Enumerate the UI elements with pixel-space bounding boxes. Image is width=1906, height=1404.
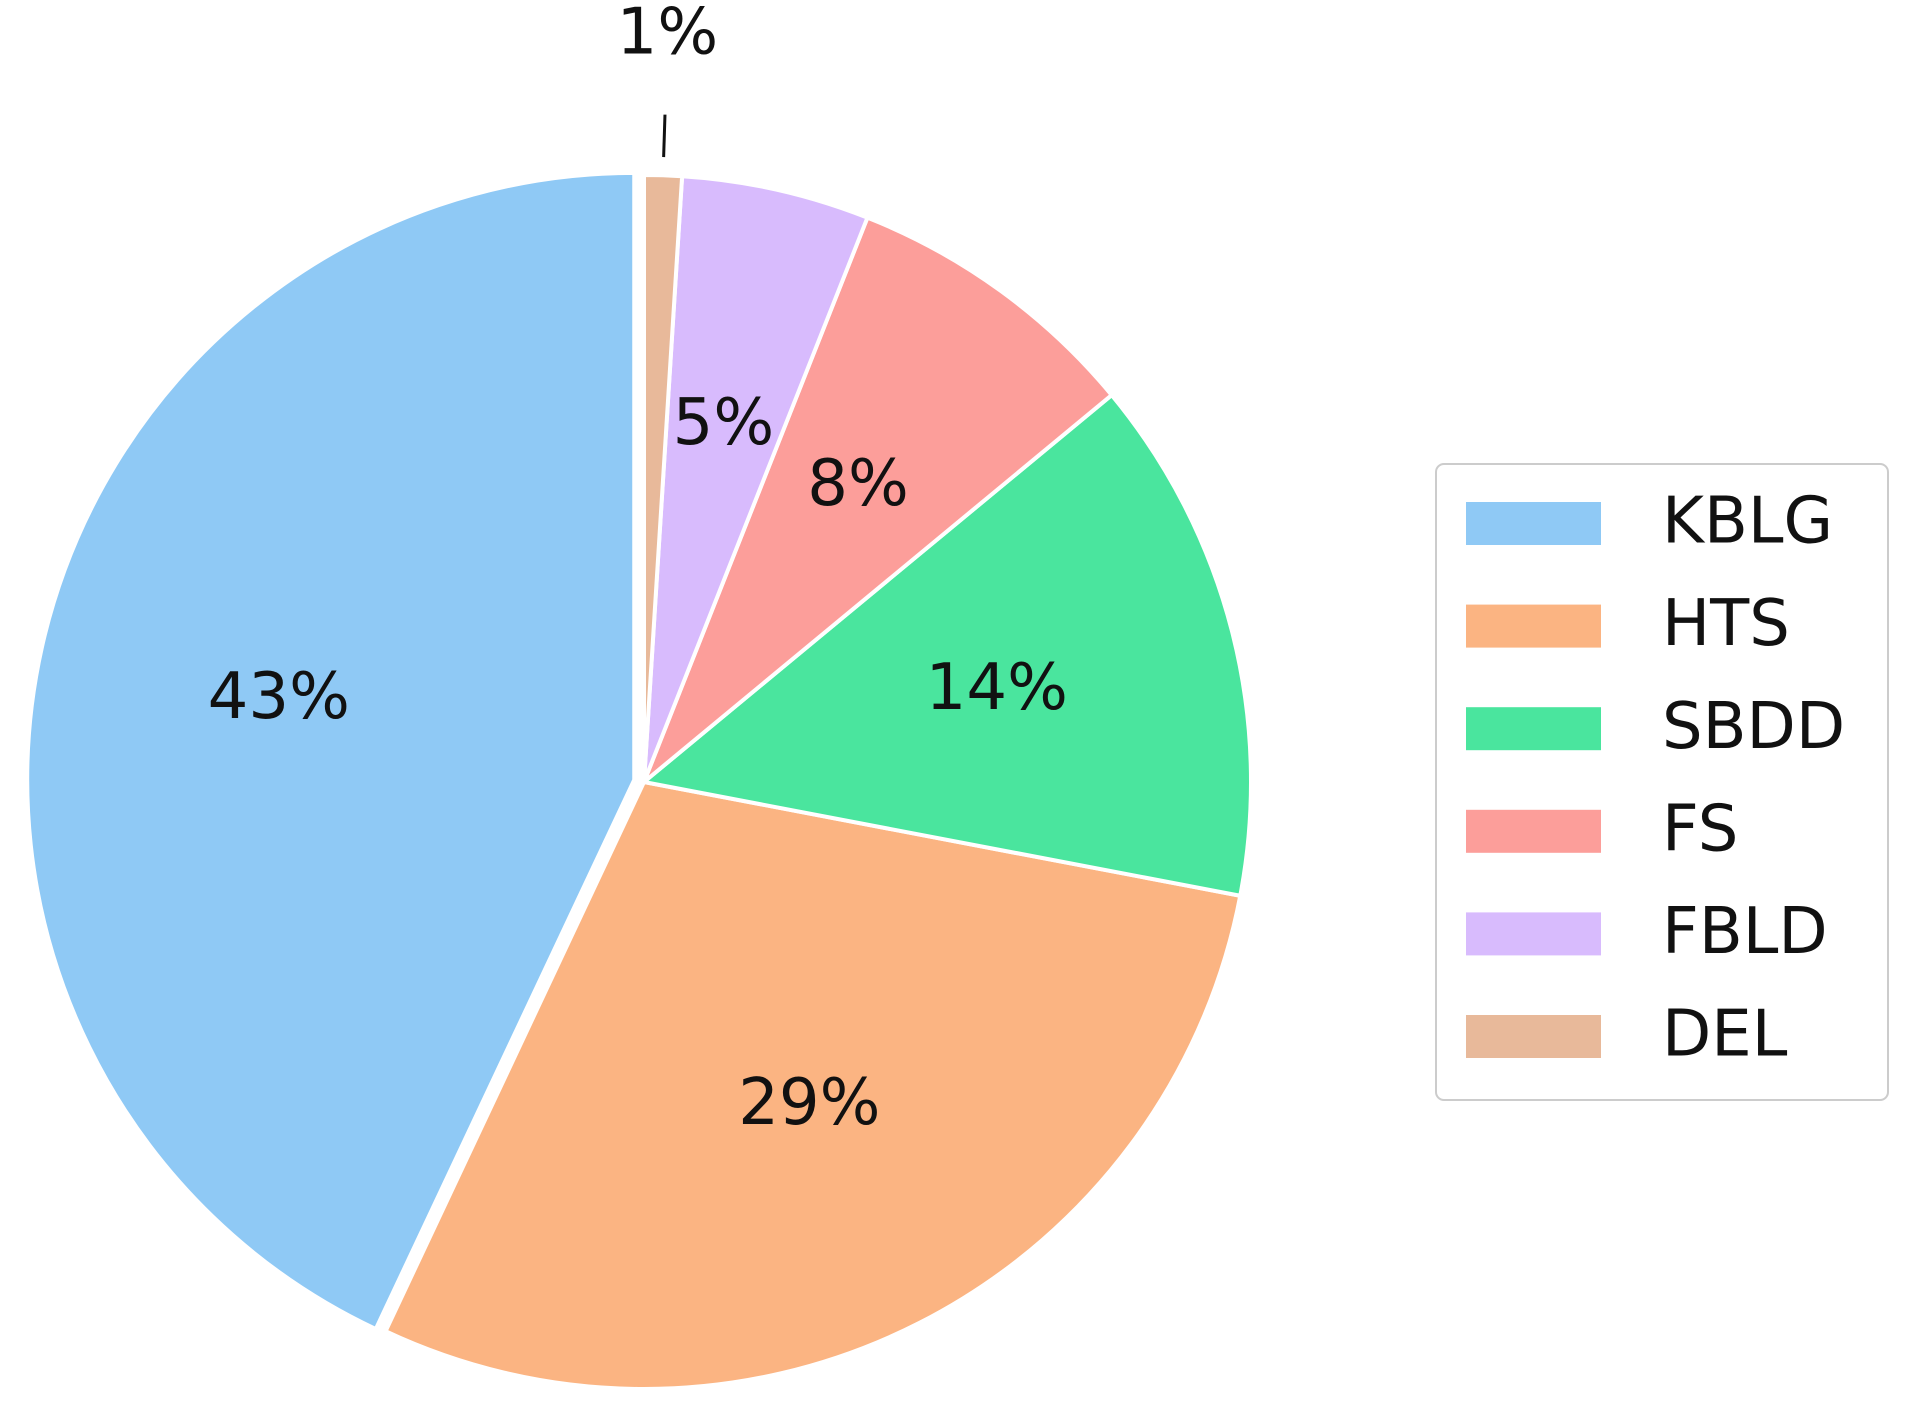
legend-swatch	[1466, 809, 1601, 853]
legend-swatch	[1466, 604, 1601, 648]
value-label: 5%	[673, 386, 775, 460]
pie-slice	[642, 174, 871, 783]
legend-swatch	[1466, 502, 1601, 545]
legend-swatch	[1466, 707, 1601, 751]
legend-label: FS	[1662, 792, 1738, 866]
leader-line	[662, 114, 667, 158]
value-label: 29%	[738, 1066, 880, 1140]
pie-slice	[25, 170, 637, 1332]
legend-swatch	[1466, 912, 1601, 956]
legend-label: FBLD	[1662, 895, 1828, 969]
legend-swatch	[1466, 1015, 1601, 1058]
pie-slice	[642, 215, 1115, 784]
legend-label: SBDD	[1662, 690, 1845, 764]
value-label: 43%	[208, 660, 350, 734]
value-label: 8%	[807, 447, 909, 521]
pie-slice	[642, 172, 685, 783]
legend-label: HTS	[1662, 587, 1790, 661]
value-label: 14%	[926, 651, 1068, 725]
value-label: 1%	[617, 0, 719, 69]
legend-label: KBLG	[1662, 485, 1833, 559]
pie-slice	[639, 392, 1253, 899]
legend-label: DEL	[1662, 998, 1788, 1072]
pie-slice	[382, 779, 1243, 1391]
